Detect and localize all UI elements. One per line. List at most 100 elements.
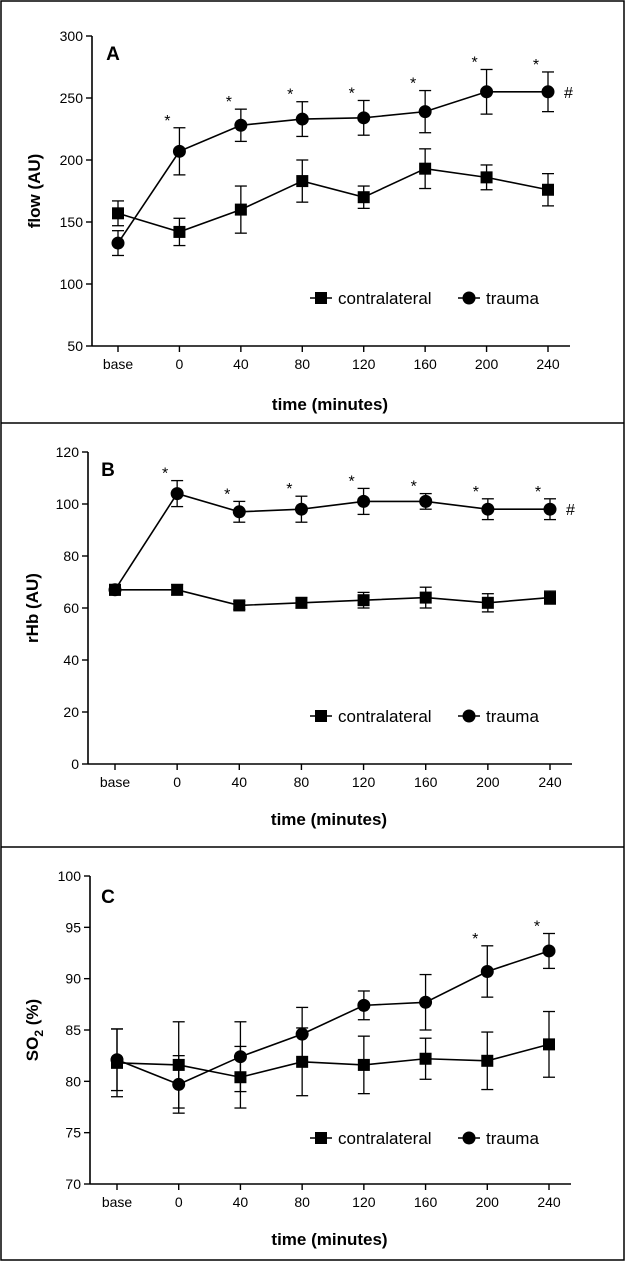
data-point-square bbox=[481, 596, 494, 609]
data-point-square bbox=[233, 599, 246, 612]
legend: contralateral trauma bbox=[310, 1129, 539, 1148]
data-point-circle bbox=[170, 487, 184, 501]
y-axis-label: flow (AU) bbox=[25, 154, 44, 229]
y-tick-label: 120 bbox=[56, 444, 80, 460]
x-tick-label: 0 bbox=[176, 356, 184, 372]
legend-square-marker bbox=[315, 1132, 327, 1144]
data-point-circle bbox=[172, 144, 186, 158]
significance-star: * bbox=[287, 87, 293, 104]
significance-star: * bbox=[162, 466, 168, 483]
data-point-square bbox=[357, 1058, 370, 1071]
y-tick-label: 50 bbox=[67, 338, 83, 354]
series-line bbox=[114, 492, 550, 591]
y-tick-label: 300 bbox=[60, 28, 84, 44]
y-axis-label-tail: (%) bbox=[23, 999, 42, 1030]
x-tick-label: base bbox=[102, 1194, 133, 1210]
y-tick-label: 75 bbox=[65, 1125, 81, 1141]
data-point-square bbox=[543, 1038, 555, 1051]
x-axis-label: time (minutes) bbox=[272, 395, 388, 414]
data-point-circle bbox=[419, 494, 433, 508]
significance-star: * bbox=[534, 918, 540, 935]
series-line bbox=[116, 950, 550, 1086]
x-tick-label: 200 bbox=[476, 1194, 500, 1210]
data-point-circle bbox=[172, 1077, 186, 1091]
data-point-circle bbox=[357, 111, 371, 125]
y-tick-label: 60 bbox=[63, 600, 79, 616]
y-tick-label: 80 bbox=[65, 1073, 81, 1089]
y-axis-label: SO2 (%) bbox=[23, 999, 46, 1061]
series-line bbox=[116, 1043, 550, 1079]
y-tick-label: 85 bbox=[65, 1022, 81, 1038]
data-point-circle bbox=[542, 944, 556, 958]
x-tick-label: base bbox=[100, 774, 131, 790]
series-contralateral bbox=[112, 148, 554, 247]
data-point-circle bbox=[357, 998, 371, 1012]
x-tick-label: 40 bbox=[231, 774, 247, 790]
y-axis-label-sub: 2 bbox=[32, 1030, 46, 1037]
legend-label: contralateral bbox=[338, 1129, 432, 1148]
significance-star: * bbox=[533, 57, 539, 74]
panel-letter: B bbox=[101, 460, 115, 481]
data-point-square bbox=[419, 162, 432, 175]
data-point-circle bbox=[541, 85, 555, 99]
data-point-square bbox=[542, 183, 554, 196]
data-point-square bbox=[419, 591, 432, 604]
significance-star: * bbox=[411, 479, 417, 496]
data-point-circle bbox=[232, 505, 246, 519]
data-point-square bbox=[234, 203, 247, 216]
data-point-circle bbox=[418, 105, 432, 119]
x-tick-label: 0 bbox=[175, 1194, 183, 1210]
x-tick-label: 160 bbox=[413, 356, 437, 372]
legend-label: trauma bbox=[486, 1129, 539, 1148]
y-tick-label: 80 bbox=[63, 548, 79, 564]
y-tick-label: 90 bbox=[65, 971, 81, 987]
series-trauma bbox=[110, 932, 556, 1114]
x-tick-label: 200 bbox=[475, 356, 499, 372]
series-contralateral bbox=[109, 583, 556, 613]
hash-mark: # bbox=[564, 85, 573, 102]
significance-star: * bbox=[164, 113, 170, 130]
y-tick-label: 40 bbox=[63, 652, 79, 668]
significance-star: * bbox=[349, 85, 355, 102]
data-point-square bbox=[544, 591, 556, 604]
x-tick-label: 240 bbox=[537, 1194, 561, 1210]
legend-circle-marker bbox=[462, 709, 476, 723]
data-point-square bbox=[296, 175, 309, 188]
legend-circle-marker bbox=[462, 291, 476, 305]
x-tick-label: base bbox=[103, 356, 134, 372]
data-point-circle bbox=[481, 502, 495, 516]
data-point-circle bbox=[111, 236, 125, 250]
legend: contralateral trauma bbox=[310, 289, 539, 308]
data-point-square bbox=[173, 225, 186, 238]
data-point-circle bbox=[108, 583, 122, 597]
chart-panel-c: 70 75 80 85 90 95 100 base 0 40 80 120 160 200 240 time… bbox=[23, 868, 571, 1249]
significance-star: * bbox=[286, 481, 292, 498]
y-tick-label: 95 bbox=[65, 919, 81, 935]
x-axis-label: time (minutes) bbox=[271, 1230, 387, 1249]
x-tick-label: 80 bbox=[294, 774, 310, 790]
data-point-square bbox=[419, 1052, 432, 1065]
data-point-circle bbox=[357, 494, 371, 508]
x-tick-label: 80 bbox=[294, 356, 310, 372]
y-tick-label: 0 bbox=[71, 756, 79, 772]
x-tick-label: 200 bbox=[476, 774, 500, 790]
y-tick-label: 20 bbox=[63, 704, 79, 720]
series-contralateral bbox=[111, 1010, 555, 1109]
significance-star: * bbox=[472, 931, 478, 948]
series-trauma bbox=[111, 68, 555, 257]
x-tick-label: 40 bbox=[233, 356, 249, 372]
data-point-circle bbox=[480, 85, 494, 99]
data-point-square bbox=[480, 171, 493, 184]
data-point-circle bbox=[543, 502, 557, 516]
significance-star: * bbox=[473, 484, 479, 501]
data-point-circle bbox=[295, 112, 309, 126]
y-axis-label-main: SO bbox=[23, 1037, 42, 1062]
significance-star: * bbox=[471, 54, 477, 71]
data-point-circle bbox=[419, 995, 433, 1009]
data-point-circle bbox=[294, 502, 308, 516]
x-tick-label: 120 bbox=[352, 774, 376, 790]
significance-star: * bbox=[535, 484, 541, 501]
series-line bbox=[115, 588, 551, 607]
y-tick-label: 100 bbox=[56, 496, 80, 512]
